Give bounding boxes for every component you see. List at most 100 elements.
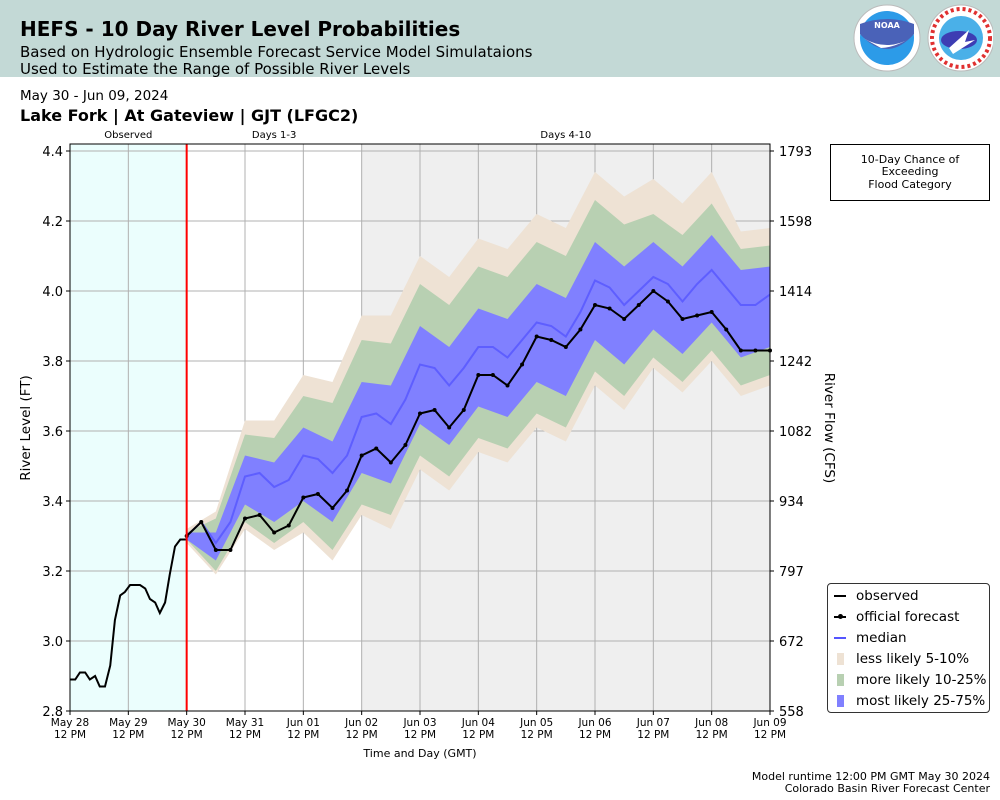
observed-line: [70, 538, 187, 688]
x-tick-label-date: Jun 03: [402, 717, 436, 729]
forecast-point: [709, 310, 714, 314]
page-title: HEFS - 10 Day River Level Probabilities: [20, 17, 461, 41]
y-tick-label: 3.8: [42, 355, 63, 370]
x-tick-label-time: 12 PM: [229, 729, 261, 741]
forecast-point: [374, 446, 379, 451]
forecast-point: [665, 299, 670, 304]
patch-swatch-icon: [834, 653, 846, 665]
forecast-point: [520, 362, 525, 367]
region-label: Observed: [104, 130, 152, 141]
forecast-point: [330, 506, 335, 510]
forecast-point: [228, 548, 233, 552]
x-tick-label-date: May 31: [226, 717, 264, 729]
x-tick-label-date: Jun 04: [461, 717, 495, 729]
forecast-point: [257, 513, 262, 517]
x-tick-label-date: Jun 06: [577, 717, 611, 729]
x-tick-label-date: Jun 09: [752, 717, 786, 729]
y-axis-right-label: River Flow (CFS): [821, 373, 837, 483]
x-tick-label-time: 12 PM: [287, 729, 319, 741]
forecast-point: [636, 303, 641, 307]
forecast-point: [243, 516, 247, 521]
flood-box-line: Flood Category: [868, 177, 952, 191]
patch-swatch-icon: [834, 695, 846, 707]
agency-logos: NOAA: [853, 4, 993, 72]
patch-swatch-icon: [834, 674, 846, 686]
y-tick-label: 4.2: [42, 215, 63, 230]
legend-label: more likely 10-25%: [856, 672, 987, 688]
forecast-point: [272, 530, 277, 535]
model-runtime: Model runtime 12:00 PM GMT May 30 2024: [751, 770, 990, 783]
x-tick-label-date: Jun 01: [286, 717, 320, 729]
forecast-point: [286, 523, 291, 528]
forecast-point: [301, 495, 306, 500]
y-right-tick-label: 797: [779, 565, 804, 580]
forecast-point: [447, 425, 452, 430]
forecast-point: [461, 408, 466, 412]
forecast-point: [563, 345, 568, 349]
line-swatch-icon: [834, 637, 846, 639]
forecast-point: [738, 348, 743, 353]
nws-logo: [927, 4, 993, 72]
y-right-tick-label: 1793: [779, 145, 812, 160]
x-tick-label-date: Jun 02: [344, 717, 378, 729]
x-tick-label-time: 12 PM: [754, 729, 786, 741]
forecast-point: [724, 327, 729, 332]
forecast-point: [359, 453, 364, 458]
y-tick-label: 2.8: [42, 705, 63, 720]
forecast-point: [549, 338, 554, 342]
y-right-tick-label: 672: [779, 635, 804, 650]
forecast-point: [432, 408, 437, 412]
y-right-tick-label: 1082: [779, 425, 812, 440]
subtitle-line-1: Based on Hydrologic Ensemble Forecast Se…: [20, 43, 533, 61]
x-tick-label-date: May 29: [109, 717, 147, 729]
band-25-75: [186, 235, 770, 561]
x-tick-label-date: May 30: [167, 717, 205, 729]
dotted-line-swatch-icon: [834, 614, 846, 619]
forecast-point: [505, 383, 510, 388]
x-tick-label-time: 12 PM: [112, 729, 144, 741]
legend-label: observed: [856, 588, 919, 604]
flood-category-box: 10-Day Chance of Exceeding Flood Category: [830, 144, 990, 201]
x-tick-label-time: 12 PM: [696, 729, 728, 741]
x-tick-label-time: 12 PM: [171, 729, 203, 741]
forecast-point: [695, 313, 700, 318]
x-tick-label-time: 12 PM: [637, 729, 669, 741]
forecast-point: [607, 306, 612, 311]
region-label: Days 1-3: [252, 130, 296, 141]
forecast-point: [418, 411, 422, 416]
x-tick-label-date: May 28: [51, 717, 89, 729]
legend-item-forecast: official forecast: [834, 607, 959, 627]
forecast-center: Colorado Basin River Forecast Center: [784, 782, 990, 795]
header: HEFS - 10 Day River Level Probabilities …: [0, 0, 1000, 78]
y-right-tick-label: 1598: [779, 215, 812, 230]
y-right-tick-label: 934: [779, 495, 804, 510]
y-tick-label: 3.2: [42, 565, 63, 580]
forecast-point: [680, 317, 685, 321]
legend-label: most likely 25-75%: [856, 693, 986, 709]
y-right-tick-label: 1414: [779, 285, 812, 300]
location-title: Lake Fork | At Gateview | GJT (LFGC2): [20, 106, 359, 125]
x-tick-label-date: Jun 08: [694, 717, 728, 729]
legend-item-25-75: most likely 25-75%: [834, 691, 985, 711]
legend-item-observed: observed: [834, 586, 919, 606]
plot-frame: [69, 143, 771, 712]
flood-box-line: 10-Day Chance of: [860, 153, 960, 167]
y-tick-label: 4.4: [42, 145, 63, 160]
x-tick-label-time: 12 PM: [346, 729, 378, 741]
forecast-point: [345, 488, 350, 493]
legend-label: median: [856, 630, 907, 646]
y-right-tick-label: 1242: [779, 355, 812, 370]
flood-box-line: Exceeding: [881, 165, 939, 179]
forecast-point: [593, 303, 597, 307]
forecast-point: [213, 548, 218, 552]
y-tick-label: 4.0: [42, 285, 63, 300]
forecast-point: [315, 492, 320, 496]
forecast-point: [578, 327, 583, 332]
forecast-point: [534, 334, 539, 339]
region-label: Days 4-10: [540, 130, 591, 141]
forecast-point: [651, 289, 656, 293]
y-right-tick-label: 558: [779, 705, 804, 720]
y-tick-label: 3.0: [42, 635, 63, 650]
forecast-point: [476, 373, 481, 377]
